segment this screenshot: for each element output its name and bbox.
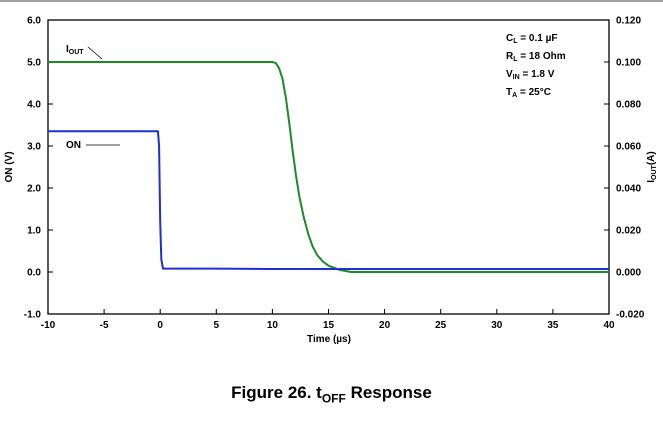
condition-value: = 1.8 V xyxy=(520,69,555,80)
x-tick-label: -10 xyxy=(41,320,56,331)
series-layer xyxy=(48,61,609,273)
left-axis-label: ON (V) xyxy=(4,151,15,182)
right-tick-label: 0.040 xyxy=(616,184,641,195)
condition-line: CL = 0.1 µF xyxy=(506,33,557,45)
condition-symbol: R xyxy=(506,51,514,62)
caption-suffix: Response xyxy=(345,383,432,402)
x-tick-label: 0 xyxy=(157,320,163,331)
condition-line: RL = 18 Ohm xyxy=(506,51,566,63)
x-tick-label: 25 xyxy=(435,320,447,331)
x-tick-label: -5 xyxy=(100,320,109,331)
iout-leader-line xyxy=(87,46,103,60)
left-tick-label: 3.0 xyxy=(27,142,41,153)
right-axis-label: IOUT(A) xyxy=(646,151,658,182)
condition-value: = 0.1 µF xyxy=(518,33,558,44)
left-axis-ticks: -1.0 0.0 1.0 2.0 3.0 4.0 5.0 6.0 xyxy=(24,16,53,321)
left-tick-label: -1.0 xyxy=(24,310,42,321)
x-axis-label: Time (µs) xyxy=(307,334,351,345)
right-tick-label: -0.020 xyxy=(616,310,645,321)
condition-subscript: L xyxy=(513,38,518,45)
x-tick-label: 5 xyxy=(214,320,220,331)
figure-caption: Figure 26. tOFF Response xyxy=(0,383,663,405)
on-series-label: ON xyxy=(66,140,81,151)
right-axis-ticks: -0.020 0.000 0.020 0.040 0.060 0.080 0.100 0.12… xyxy=(604,16,645,321)
x-tick-label: 35 xyxy=(547,320,559,331)
condition-value: = 25°C xyxy=(517,87,551,98)
left-tick-label: 4.0 xyxy=(27,100,41,111)
caption-sub: OFF xyxy=(321,391,346,406)
x-tick-label: 10 xyxy=(267,320,279,331)
right-tick-label: 0.120 xyxy=(616,16,641,27)
series-line-i-out xyxy=(48,61,609,273)
x-tick-label: 20 xyxy=(379,320,391,331)
right-tick-label: 0.060 xyxy=(616,142,641,153)
right-axis-label-main: I xyxy=(646,180,657,183)
series-line-on xyxy=(48,130,609,271)
right-tick-label: 0.080 xyxy=(616,100,641,111)
left-tick-label: 1.0 xyxy=(27,226,41,237)
x-tick-label: 30 xyxy=(491,320,503,331)
condition-subscript: L xyxy=(513,56,518,63)
right-axis-label-sub: OUT xyxy=(651,164,658,180)
left-tick-label: 2.0 xyxy=(27,184,41,195)
left-tick-label: 5.0 xyxy=(27,58,41,69)
right-axis-label-tail: (A) xyxy=(646,151,657,165)
right-tick-label: 0.020 xyxy=(616,226,641,237)
right-tick-label: 0.000 xyxy=(616,268,641,279)
condition-symbol: C xyxy=(506,33,513,44)
right-tick-label: 0.100 xyxy=(616,58,641,69)
left-tick-label: 0.0 xyxy=(27,268,41,279)
condition-line: TA = 25°C xyxy=(506,87,551,99)
condition-line: VIN = 1.8 V xyxy=(506,69,555,81)
x-tick-label: 15 xyxy=(323,320,335,331)
iout-label-main: I xyxy=(66,44,69,55)
condition-value: = 18 Ohm xyxy=(518,51,566,62)
iout-series-label: IOUT xyxy=(66,44,84,56)
x-axis-ticks: -10 -5 0 5 10 15 20 25 30 35 40 xyxy=(41,309,615,331)
iout-label-sub: OUT xyxy=(69,49,85,56)
condition-symbol: T xyxy=(506,87,512,98)
caption-prefix: Figure 26. t xyxy=(231,383,322,402)
condition-subscript: IN xyxy=(513,74,520,81)
condition-subscript: A xyxy=(512,92,517,99)
x-tick-label: 40 xyxy=(603,320,615,331)
condition-symbol: V xyxy=(506,69,513,80)
left-tick-label: 6.0 xyxy=(27,16,41,27)
